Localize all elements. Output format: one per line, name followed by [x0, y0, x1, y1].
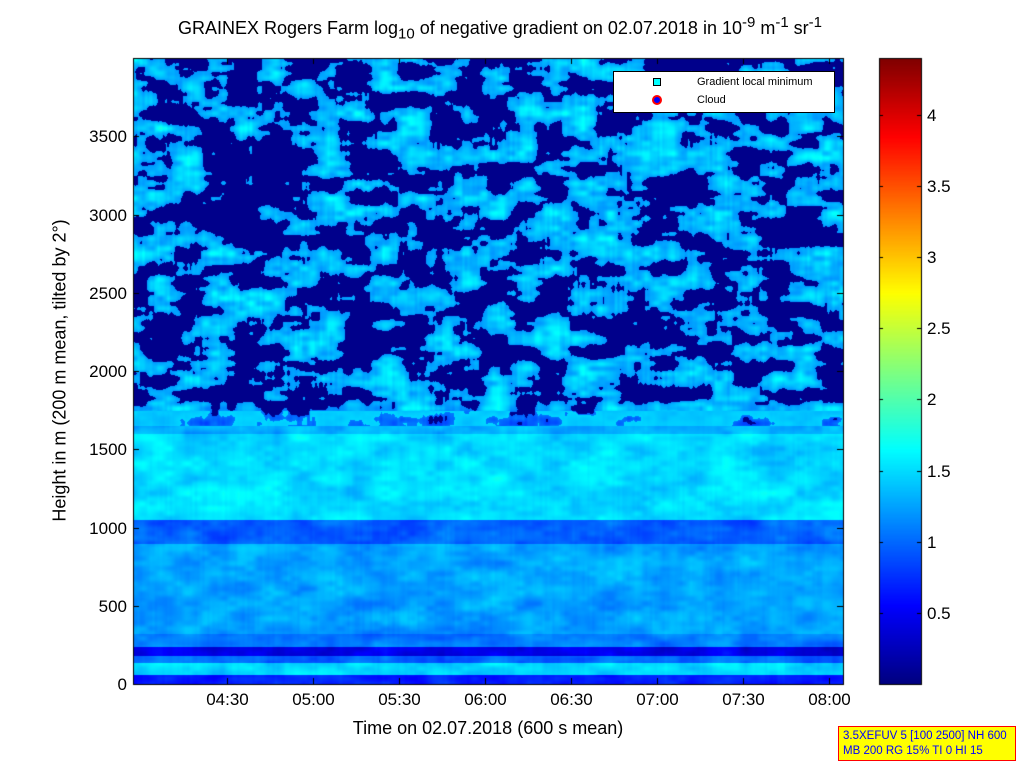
colorbar-tick-label: 0.5	[927, 603, 951, 623]
x-axis-label: Time on 02.07.2018 (600 s mean)	[352, 718, 624, 738]
y-tick-label: 3000	[89, 205, 127, 225]
colorbar-tick-label: 2	[927, 389, 937, 409]
info-box: 3.5XEFUV 5 [100 2500] NH 600 MB 200 RG 1…	[838, 726, 1016, 761]
x-tick-label: 07:30	[722, 690, 765, 709]
colorbar-tick-label: 2.5	[927, 318, 951, 338]
colorbar-tick-label: 1.5	[927, 461, 951, 481]
legend-entry-gradient-min: Gradient local minimum	[614, 73, 834, 91]
y-tick-label: 1000	[89, 518, 127, 538]
legend: Gradient local minimum Cloud	[613, 71, 835, 113]
colorbar-tick-label: 4	[927, 105, 937, 125]
circle-marker-icon	[652, 95, 662, 105]
square-marker-icon	[653, 78, 661, 86]
legend-entry-cloud: Cloud	[614, 91, 834, 109]
x-tick-label: 06:30	[550, 690, 593, 709]
y-tick-label: 1500	[89, 439, 127, 459]
x-tick-label: 05:30	[378, 690, 421, 709]
colorbar-tick-label: 3	[927, 247, 937, 267]
colorbar-tick-label: 1	[927, 532, 937, 552]
colorbar-tick-label: 3.5	[927, 176, 951, 196]
x-tick-label: 04:30	[206, 690, 249, 709]
y-tick-label: 0	[117, 674, 127, 694]
x-tick-label: 07:00	[636, 690, 679, 709]
chart-title: GRAINEX Rogers Farm log10 of negative gr…	[177, 14, 823, 43]
info-line-1: 3.5XEFUV 5 [100 2500] NH 600	[843, 730, 1007, 742]
y-tick-label: 3500	[89, 126, 127, 146]
x-tick-label: 06:00	[464, 690, 507, 709]
info-line-2: MB 200 RG 15% TI 0 HI 15	[843, 745, 983, 757]
x-tick-label: 05:00	[292, 690, 335, 709]
x-tick-label: 08:00	[808, 690, 851, 709]
y-tick-label: 500	[98, 596, 127, 616]
y-tick-label: 2500	[89, 283, 127, 303]
y-tick-label: 2000	[89, 361, 127, 381]
y-axis-label: Height in m (200 m mean, tilted by 2°)	[49, 219, 70, 522]
